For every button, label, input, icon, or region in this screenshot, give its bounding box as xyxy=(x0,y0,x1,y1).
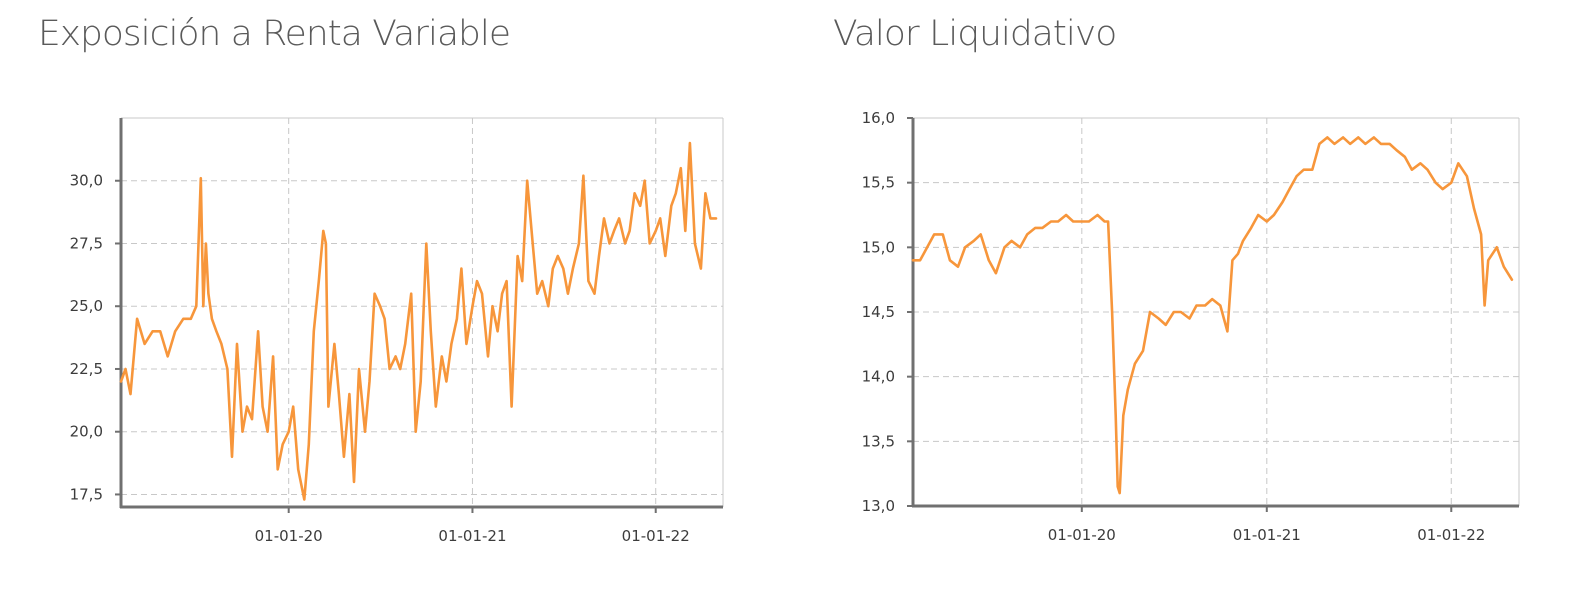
y-tick-label: 27,5 xyxy=(70,234,103,252)
nav-plot: 13,0 13,5 14,0 14,5 15,0 15,5 16,0 01-01-20 01-0… xyxy=(862,109,1520,544)
nav-chart: Valor Liquidativo 13,0 13,5 14,0 14,5 15,0 15… xyxy=(793,0,1586,592)
y-tick-label: 16,0 xyxy=(862,109,895,127)
x-tick-label: 01-01-21 xyxy=(1233,526,1301,544)
series-line xyxy=(911,136,1514,495)
equity-exposure-chart: Exposición a Renta Variable 17,5 20,0 22,5… xyxy=(0,0,793,592)
chart-title: Exposición a Renta Variable xyxy=(38,14,511,54)
y-tick-label: 13,5 xyxy=(862,432,895,450)
y-tick-label: 14,5 xyxy=(862,303,895,321)
x-tick-label: 01-01-22 xyxy=(622,527,690,545)
x-tick-label: 01-01-22 xyxy=(1417,526,1485,544)
x-tick-label: 01-01-21 xyxy=(438,527,506,545)
equity-exposure-plot: 17,5 20,0 22,5 25,0 27,5 30,0 01-01-20 01-01-21… xyxy=(70,117,724,545)
y-tick-label: 15,0 xyxy=(862,238,895,256)
chart-title: Valor Liquidativo xyxy=(833,14,1117,54)
y-tick-label: 17,5 xyxy=(70,485,103,503)
x-tick-label: 01-01-20 xyxy=(255,527,323,545)
y-tick-label: 13,0 xyxy=(862,497,895,515)
y-tick-label: 15,5 xyxy=(862,174,895,192)
y-tick-label: 20,0 xyxy=(70,423,103,441)
series-line xyxy=(119,141,718,501)
x-tick-label: 01-01-20 xyxy=(1048,526,1116,544)
y-tick-label: 25,0 xyxy=(70,297,103,315)
y-tick-label: 14,0 xyxy=(862,368,895,386)
y-tick-label: 22,5 xyxy=(70,360,103,378)
y-tick-label: 30,0 xyxy=(70,172,103,190)
